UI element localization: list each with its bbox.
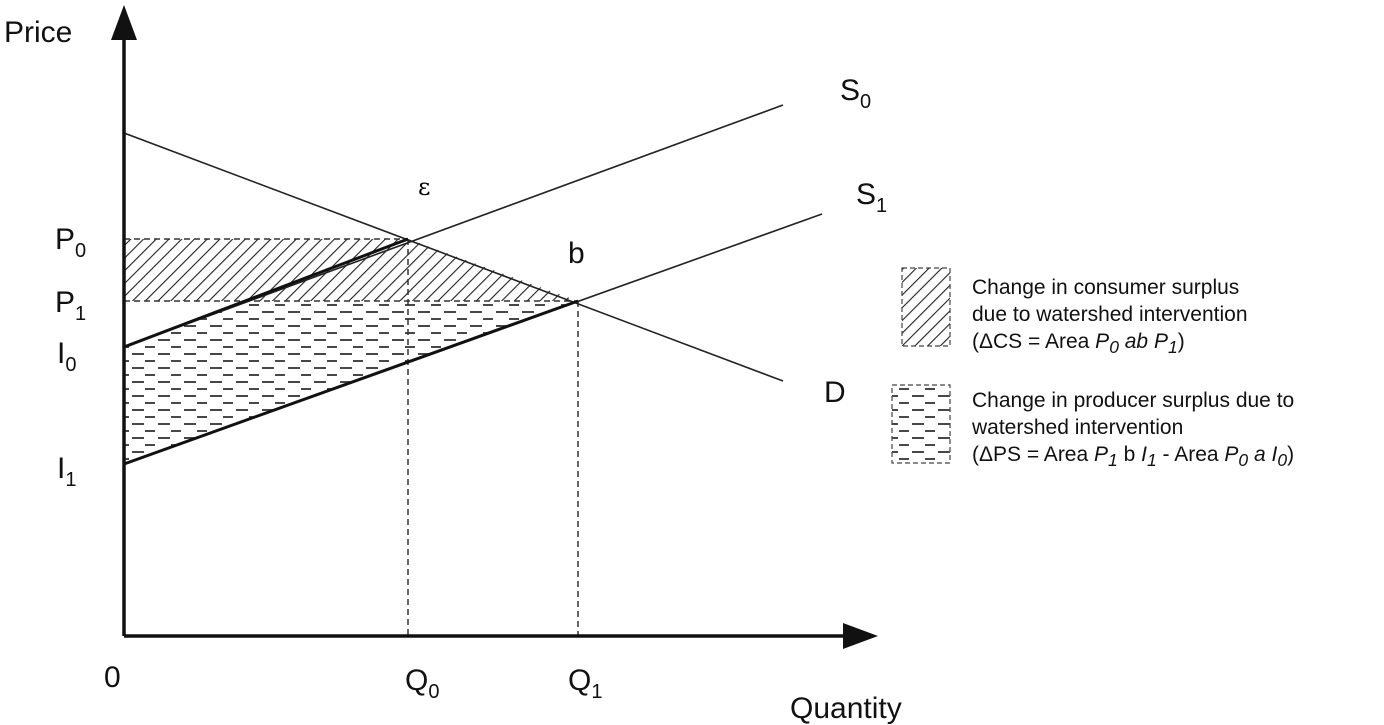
p0-label: P0 bbox=[55, 223, 86, 262]
supply-curve-s1-bold bbox=[123, 299, 579, 466]
x-axis-arrow bbox=[843, 623, 878, 649]
s0-label: S0 bbox=[840, 74, 871, 113]
consumer-surplus-area bbox=[124, 239, 578, 301]
i0-label: I0 bbox=[57, 337, 76, 376]
q1-label: Q1 bbox=[568, 664, 602, 703]
legend-producer-line2: watershed intervention bbox=[972, 416, 1184, 439]
s1-label: S1 bbox=[856, 178, 887, 217]
i1-label: I1 bbox=[57, 452, 76, 491]
legend-consumer-formula: (ΔCS = Area P0 ab P1) bbox=[972, 330, 1185, 358]
origin-label: 0 bbox=[104, 661, 121, 694]
supply-curve-s0-bold bbox=[123, 237, 409, 349]
legend-consumer-text: Change in consumer surplus due to waters… bbox=[972, 274, 1248, 361]
y-axis-arrow bbox=[111, 5, 137, 40]
legend-consumer-line1: Change in consumer surplus bbox=[972, 276, 1240, 299]
legend-consumer-swatch bbox=[901, 267, 951, 347]
d-label: D bbox=[824, 376, 846, 409]
legend-producer-line1: Change in producer surplus due to bbox=[972, 389, 1295, 412]
point-b-label: b bbox=[568, 237, 585, 270]
q0-label: Q0 bbox=[405, 664, 439, 703]
legend-producer-swatch bbox=[891, 384, 951, 464]
x-axis-label: Quantity bbox=[790, 692, 902, 725]
y-axis-label: Price bbox=[4, 16, 72, 49]
legend-producer-formula: (ΔPS = Area P1 b I1 - Area P0 a I0) bbox=[972, 443, 1295, 471]
p1-label: P1 bbox=[55, 286, 86, 325]
legend-producer-text: Change in producer surplus due to waters… bbox=[972, 387, 1294, 474]
legend-consumer-line2: due to watershed intervention bbox=[972, 303, 1248, 326]
point-a-label: ε bbox=[418, 173, 430, 201]
demand-curve bbox=[123, 132, 784, 382]
